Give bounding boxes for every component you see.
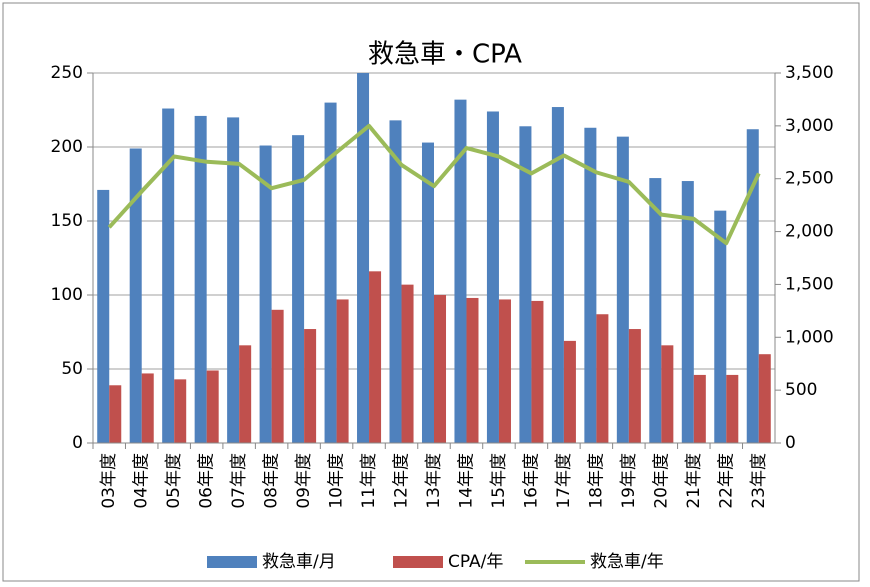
bar: [531, 300, 544, 443]
bar: [389, 120, 402, 444]
legend-label: CPA/年: [448, 552, 503, 572]
x-tick-label: 03年度: [99, 453, 119, 509]
x-tick-label: 17年度: [554, 453, 574, 509]
bar: [174, 379, 187, 443]
bar: [628, 329, 641, 443]
bar: [486, 111, 499, 443]
bar: [616, 136, 629, 443]
bar: [596, 314, 609, 443]
x-tick-label: 14年度: [456, 453, 476, 509]
y2-tick-label: 500: [785, 380, 817, 400]
legend-label: 救急車/月: [262, 552, 336, 572]
y-tick-label: 50: [61, 359, 83, 379]
x-tick-label: 07年度: [229, 453, 249, 509]
bar: [271, 309, 284, 443]
y-tick-label: 200: [51, 137, 83, 157]
bar: [206, 370, 219, 443]
bar: [401, 284, 414, 443]
x-tick-label: 04年度: [132, 453, 152, 509]
bar: [661, 345, 674, 443]
bar: [336, 299, 349, 443]
x-tick-label: 12年度: [392, 453, 412, 509]
bar: [324, 102, 337, 443]
bar: [434, 295, 447, 443]
x-tick-label: 21年度: [684, 453, 704, 509]
bar: [746, 129, 759, 444]
bar: [563, 340, 576, 443]
bar: [498, 299, 511, 443]
bar: [162, 108, 175, 444]
bar: [129, 148, 142, 444]
bar: [551, 107, 564, 443]
bar: [227, 117, 240, 444]
x-tick-label: 10年度: [327, 453, 347, 509]
x-tick-label: 09年度: [294, 453, 314, 509]
bar: [758, 354, 771, 443]
x-tick-label: 18年度: [586, 453, 606, 509]
y2-tick-label: 2,500: [785, 169, 834, 189]
line-series: [107, 123, 761, 246]
bar: [109, 385, 122, 443]
chart-title: 救急車・CPA: [368, 40, 522, 70]
bar: [194, 115, 207, 444]
legend-label: 救急車/年: [590, 552, 664, 572]
bar: [714, 210, 727, 443]
x-tick-label: 22年度: [716, 453, 736, 509]
bar: [292, 135, 305, 443]
bar: [141, 373, 154, 443]
y-tick-label: 0: [72, 433, 83, 453]
bar: [649, 178, 662, 443]
y-tick-label: 100: [51, 285, 83, 305]
y2-tick-label: 3,000: [785, 116, 834, 136]
y2-tick-label: 3,500: [785, 63, 834, 83]
y2-tick-label: 2,000: [785, 222, 834, 242]
bar: [519, 126, 532, 443]
bar: [681, 181, 694, 444]
x-tick-label: 05年度: [164, 453, 184, 509]
x-tick-label: 13年度: [424, 453, 444, 509]
bar: [454, 99, 467, 443]
bar: [357, 73, 370, 443]
x-tick-label: 11年度: [359, 453, 379, 509]
x-tick-label: 19年度: [619, 453, 639, 509]
x-tick-label: 06年度: [197, 453, 217, 509]
x-tick-label: 15年度: [489, 453, 509, 509]
y2-tick-label: 0: [785, 433, 796, 453]
legend-swatch: [393, 556, 443, 568]
bar: [369, 271, 382, 443]
bar: [466, 297, 479, 443]
bar: [726, 374, 739, 443]
x-tick-label: 23年度: [749, 453, 769, 509]
bar: [239, 345, 252, 443]
y-tick-label: 250: [51, 63, 83, 83]
bar: [421, 142, 434, 443]
bar: [584, 127, 597, 443]
x-tick-label: 08年度: [262, 453, 282, 509]
y-tick-label: 150: [51, 211, 83, 231]
y2-tick-label: 1,500: [785, 274, 834, 294]
legend-swatch: [207, 556, 257, 568]
bar: [97, 189, 110, 443]
y2-tick-label: 1,000: [785, 327, 834, 347]
bar: [304, 329, 317, 443]
bar: [693, 374, 706, 443]
x-tick-label: 16年度: [521, 453, 541, 509]
bar: [259, 145, 272, 443]
x-tick-label: 20年度: [651, 453, 671, 509]
